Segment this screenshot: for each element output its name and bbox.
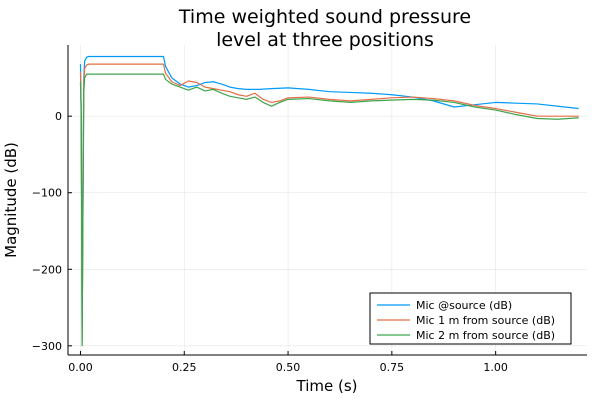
x-tick-label: 0.00 [68, 361, 93, 374]
y-tick-label: 0 [55, 110, 62, 123]
x-tick-label: 0.25 [172, 361, 197, 374]
series [79, 55, 579, 347]
y-axis-label: Magnitude (dB) [2, 142, 20, 258]
y-tick-label: −100 [32, 187, 62, 200]
chart-title-line-1: Time weighted sound pressure [178, 6, 471, 28]
series-line-3 [79, 73, 579, 347]
chart-title-line-2: level at three positions [216, 29, 434, 51]
x-axis-label: Time (s) [296, 377, 358, 395]
legend-label-1: Mic @source (dB) [416, 299, 512, 312]
axes [67, 45, 587, 356]
y-ticks: 0 −100 −200 −300 [32, 110, 72, 353]
y-tick-label: −300 [32, 340, 62, 353]
x-tick-label: 1.00 [483, 361, 508, 374]
legend-label-2: Mic 1 m from source (dB) [416, 314, 555, 327]
x-tick-label: 0.75 [380, 361, 405, 374]
legend-label-3: Mic 2 m from source (dB) [416, 329, 555, 342]
x-ticks: 0.00 0.25 0.50 0.75 1.00 [68, 351, 508, 374]
y-tick-label: −200 [32, 263, 62, 276]
grid [68, 45, 587, 355]
series-line-2 [79, 63, 579, 343]
series-line-1 [79, 55, 579, 339]
x-tick-label: 0.50 [276, 361, 301, 374]
legend: Mic @source (dB) Mic 1 m from source (dB)… [369, 292, 572, 345]
